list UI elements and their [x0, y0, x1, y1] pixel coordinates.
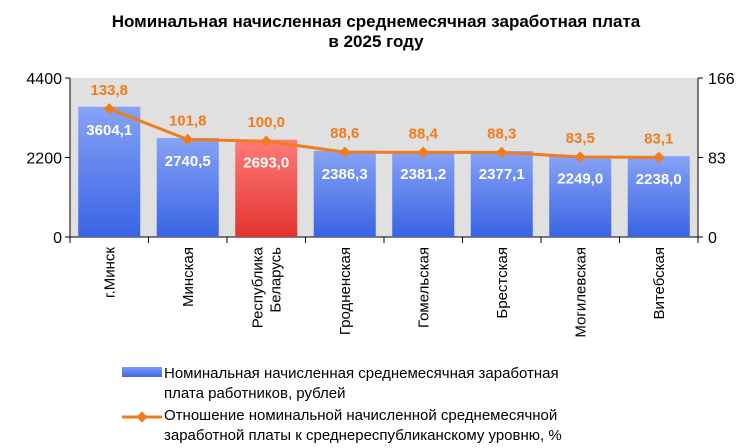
y-left-tick-label: 0: [53, 230, 62, 247]
ratio-line: [108, 107, 659, 159]
category-label: Могилевская: [572, 247, 589, 338]
ratio-value-label: 100,0: [247, 114, 285, 131]
category-label: г.Минск: [101, 247, 118, 298]
category-label-line: г.Минск: [101, 247, 118, 298]
chart-title: Номинальная начисленная среднемесячная з…: [0, 12, 752, 52]
bar-value-label: 2386,3: [322, 166, 368, 183]
ratio-value-label: 133,8: [90, 82, 128, 99]
legend-salary-line-1: Номинальная начисленная среднемесячная з…: [164, 365, 559, 382]
y-left-tick-label: 2200: [26, 151, 62, 168]
bar-value-label: 2238,0: [636, 171, 682, 188]
y-left-tick-label: 4400: [26, 71, 62, 88]
ratio-point: [417, 146, 429, 158]
category-label-line: Брестская: [494, 247, 511, 319]
category-label-line: Гродненская: [337, 247, 354, 335]
legend-item-ratio: Отношение номинальной начисленной средне…: [122, 406, 562, 446]
chart-title-line-2: в 2025 году: [328, 32, 424, 51]
ratio-point: [653, 151, 665, 164]
bar-value-label: 2740,5: [165, 153, 211, 170]
legend-bar-swatch: [122, 367, 162, 377]
bar: [235, 139, 298, 237]
bar: [313, 150, 376, 237]
ratio-value-label: 101,8: [169, 112, 207, 129]
legend-line-swatch: [122, 411, 162, 423]
category-label: Гомельская: [415, 247, 432, 328]
bar: [627, 156, 690, 237]
ratio-value-label: 83,5: [566, 130, 595, 147]
y-right-tick-label: 166: [708, 71, 735, 88]
category-label-line: Гомельская: [415, 247, 432, 328]
ratio-value-label: 88,3: [487, 125, 516, 142]
category-label-line: Республика: [249, 246, 266, 328]
legend-ratio-line-2: заработной платы к среднереспубликанском…: [164, 427, 562, 444]
ratio-point: [260, 135, 272, 147]
category-label: Витебская: [651, 247, 668, 320]
category-label: Минская: [180, 247, 197, 307]
bar: [78, 106, 141, 238]
bar-value-label: 2249,0: [557, 171, 603, 188]
ratio-value-label: 88,4: [409, 125, 439, 142]
category-label: Республика Беларусь: [249, 246, 284, 328]
category-label: Брестская: [494, 247, 511, 319]
category-label: Гродненская: [337, 247, 354, 335]
y-right-tick-label: 0: [708, 230, 717, 247]
bar: [549, 155, 612, 237]
category-label-line: Беларусь: [267, 247, 284, 313]
ratio-point: [339, 146, 351, 158]
legend-salary-line-2: плата работников, рублей: [164, 385, 346, 402]
bar-value-label: 2381,2: [400, 166, 446, 183]
legend-ratio-line-1: Отношение номинальной начисленной средне…: [164, 407, 558, 424]
bar-value-label: 2377,1: [479, 166, 525, 183]
category-label-line: Минская: [180, 247, 197, 307]
y-right-tick-label: 83: [708, 151, 726, 168]
bar-value-label: 2693,0: [243, 155, 289, 172]
legend: Номинальная начисленная среднемесячная з…: [122, 364, 562, 448]
bar: [156, 137, 219, 237]
legend-item-salary: Номинальная начисленная среднемесячная з…: [122, 364, 562, 404]
bar: [392, 150, 455, 237]
bar-value-label: 3604,1: [86, 122, 132, 139]
bar: [470, 151, 533, 237]
ratio-value-label: 88,6: [330, 125, 359, 142]
ratio-point: [496, 146, 508, 159]
ratio-value-label: 83,1: [644, 130, 673, 147]
category-label-line: Витебская: [651, 247, 668, 320]
category-label-line: Могилевская: [572, 247, 589, 338]
chart-title-line-1: Номинальная начисленная среднемесячная з…: [111, 12, 641, 31]
ratio-point: [182, 133, 194, 146]
ratio-point: [574, 151, 586, 163]
